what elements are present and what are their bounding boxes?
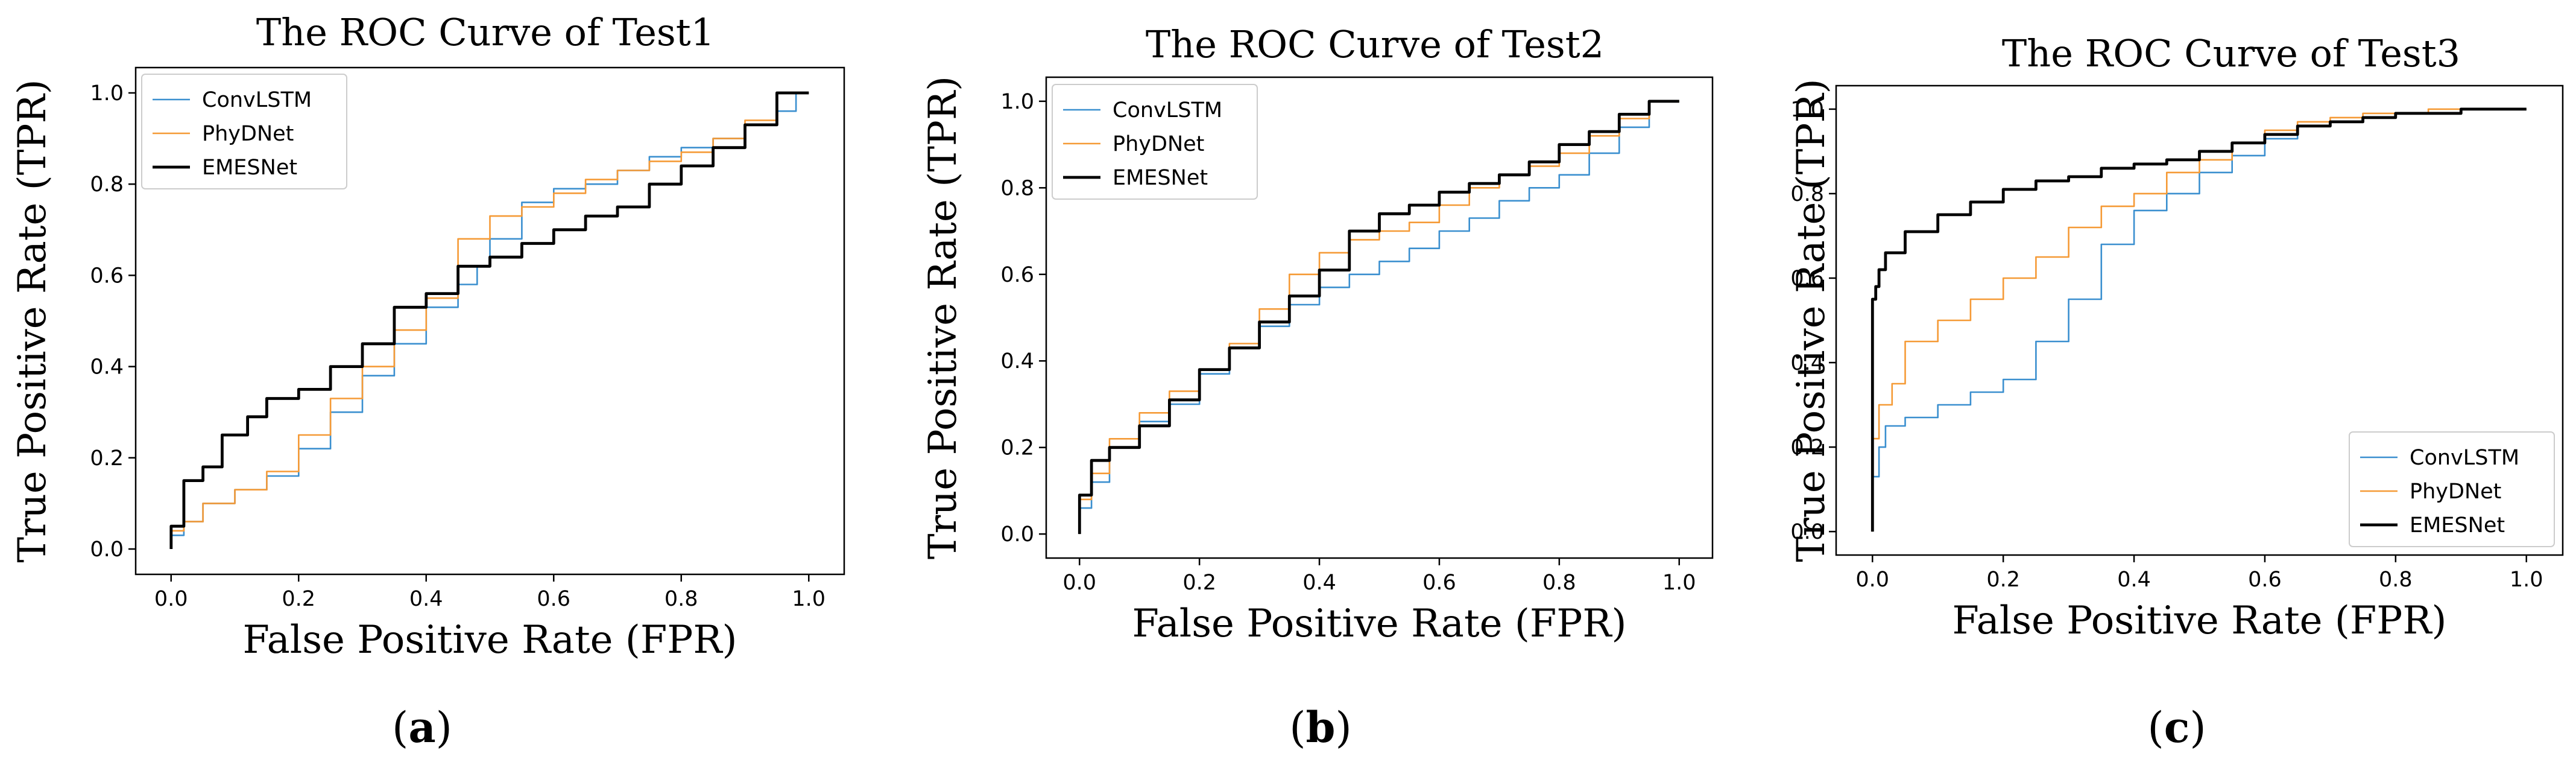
x-tick-label: 0.6 xyxy=(2248,568,2282,592)
y-tick-label: 0.6 xyxy=(1790,267,1824,291)
x-tick-label: 0.8 xyxy=(2379,568,2413,592)
plot-frame xyxy=(1045,76,1714,559)
legend-box xyxy=(1052,84,1258,200)
legend-label-emesnet: EMESNet xyxy=(202,156,297,180)
x-tick-label: 0.2 xyxy=(282,587,315,611)
x-tick-label: 1.0 xyxy=(2510,568,2543,592)
legend-box xyxy=(2349,431,2555,547)
roc-panel-c: The ROC Curve of Test3 0.0 0.2 0.4 0.6 0.8 1.0… xyxy=(1789,31,2564,752)
x-axis-label: False Positive Rate (FPR) xyxy=(1953,598,2447,643)
panel-caption: (b) xyxy=(1289,702,1352,752)
y-tick-label: 0.4 xyxy=(1790,351,1824,375)
chart-title: The ROC Curve of Test3 xyxy=(2002,31,2460,75)
legend-label-convlstm: ConvLSTM xyxy=(2410,446,2519,470)
panel-caption: (a) xyxy=(392,702,452,752)
plot-frame xyxy=(134,66,845,576)
y-tick-label: 0.4 xyxy=(1000,349,1034,373)
chart-title: The ROC Curve of Test1 xyxy=(256,10,715,54)
roc-panel-a: The ROC Curve of Test1 0.0 0.2 0.4 0.6 0.8 1.0… xyxy=(10,10,845,752)
x-tick-label: 0.2 xyxy=(1986,568,2020,592)
series-group xyxy=(1078,100,1679,535)
legend-label-emesnet: EMESNet xyxy=(1113,166,1208,190)
x-tick-label: 0.8 xyxy=(1542,571,1576,595)
legend-label-phydnet: PhyDNet xyxy=(2410,480,2501,504)
x-tick-label: 0.8 xyxy=(665,587,698,611)
y-tick-label: 0.6 xyxy=(90,264,124,288)
y-tick-label: 0.4 xyxy=(90,355,124,379)
legend: ConvLSTM PhyDNet EMESNet xyxy=(2349,431,2555,547)
y-tick-label: 0.0 xyxy=(90,538,124,562)
y-tick-label: 0.0 xyxy=(1000,522,1034,547)
legend-label-convlstm: ConvLSTM xyxy=(202,88,312,112)
panel-caption-letter: b xyxy=(1306,702,1336,752)
panel-caption-letter: a xyxy=(408,702,435,752)
x-tick-label: 1.0 xyxy=(792,587,826,611)
series-line-emesnet xyxy=(1870,107,2527,532)
x-tick-label: 0.2 xyxy=(1182,571,1216,595)
x-tick-label: 0.6 xyxy=(1422,571,1456,595)
y-tick-label: 1.0 xyxy=(1000,90,1034,114)
series-line-emesnet xyxy=(1078,100,1679,535)
y-tick-label: 0.2 xyxy=(90,446,124,471)
x-axis-label: False Positive Rate (FPR) xyxy=(1132,602,1627,646)
x-tick-label: 0.0 xyxy=(154,587,188,611)
panel-caption: (c) xyxy=(2147,702,2206,752)
y-tick-label: 0.0 xyxy=(1790,520,1824,544)
x-tick-label: 0.4 xyxy=(1302,571,1336,595)
y-axis-label: True Positive Rate (TPR) xyxy=(10,79,55,562)
legend: ConvLSTM PhyDNet EMESNet xyxy=(141,74,347,189)
legend-box xyxy=(141,74,347,189)
legend-label-phydnet: PhyDNet xyxy=(202,122,294,146)
y-tick-label: 1.0 xyxy=(90,81,124,106)
y-tick-label: 0.8 xyxy=(1790,182,1824,206)
x-tick-label: 0.4 xyxy=(409,587,443,611)
x-tick-label: 1.0 xyxy=(1662,571,1696,595)
x-axis-label: False Positive Rate (FPR) xyxy=(243,618,737,662)
x-tick-label: 0.6 xyxy=(537,587,570,611)
y-tick-label: 0.8 xyxy=(90,173,124,197)
y-tick-label: 0.2 xyxy=(1790,436,1824,460)
y-tick-label: 0.8 xyxy=(1000,176,1034,200)
series-line-emesnet xyxy=(169,91,809,549)
x-tick-label: 0.0 xyxy=(1062,571,1096,595)
x-tick-label: 0.0 xyxy=(1855,568,1889,592)
chart-title: The ROC Curve of Test2 xyxy=(1146,22,1604,66)
y-axis-label: True Positive Rate (TPR) xyxy=(1789,78,1834,562)
plot-frame xyxy=(1835,84,2564,556)
legend-label-convlstm: ConvLSTM xyxy=(1113,98,1222,122)
panel-caption-letter: c xyxy=(2164,702,2190,752)
series-line-phydnet xyxy=(170,92,809,549)
y-tick-label: 0.2 xyxy=(1000,436,1034,460)
roc-panel-b: The ROC Curve of Test2 0.0 0.2 0.4 0.6 0.8 1.0… xyxy=(921,22,1714,752)
legend-label-phydnet: PhyDNet xyxy=(1113,132,1204,156)
series-group xyxy=(1870,107,2527,532)
y-tick-label: 0.6 xyxy=(1000,263,1034,287)
series-group xyxy=(169,91,809,549)
x-tick-label: 0.4 xyxy=(2117,568,2151,592)
legend: ConvLSTM PhyDNet EMESNet xyxy=(1052,84,1258,200)
y-tick-label: 1.0 xyxy=(1790,98,1824,122)
y-axis-label: True Positive Rate (TPR) xyxy=(921,76,965,559)
legend-label-emesnet: EMESNet xyxy=(2410,513,2505,538)
